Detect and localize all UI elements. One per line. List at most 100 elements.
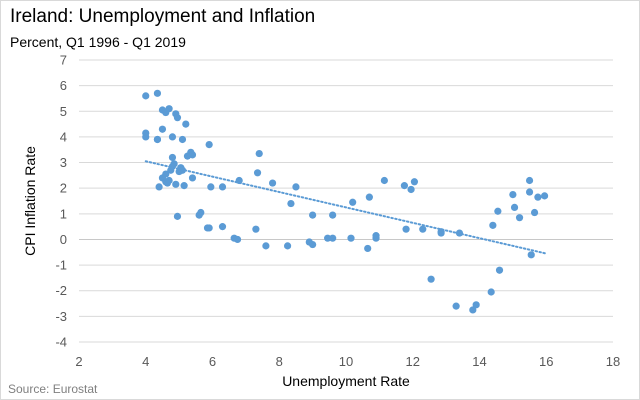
data-point [182,120,190,128]
data-point [168,153,177,162]
data-point [188,174,197,182]
trendline-layer [144,160,548,255]
data-point [180,182,188,190]
data-point [172,180,180,188]
data-point [283,242,292,250]
y-tick-label: 4 [60,129,67,144]
data-point [402,225,410,233]
data-point [329,211,337,219]
data-point [494,207,502,215]
y-tick-label: -2 [55,283,67,298]
data-point [349,198,357,206]
data-point [419,225,427,233]
data-point [158,125,167,133]
data-point [173,212,182,220]
x-tick-label: 16 [539,354,553,369]
data-point [324,234,332,242]
data-point [218,223,227,231]
data-point [153,89,162,97]
data-point [407,185,415,194]
source-note: Source: Eurostat [8,382,98,396]
data-point [495,266,504,274]
chart-subtitle: Percent, Q1 1996 - Q1 2019 [10,34,186,50]
y-tick-label: 3 [60,155,67,170]
y-tick-label: -4 [55,335,67,350]
x-tick-label: 6 [209,354,216,369]
y-tick-labels: -4 -3 -2 -1 0 1 2 3 4 5 6 7 [55,53,67,350]
data-point [309,211,317,219]
y-tick-label: 6 [60,78,67,93]
chart-title: Ireland: Unemployment and Inflation [10,6,316,27]
x-tick-label: 10 [339,354,353,369]
data-point [173,114,182,122]
x-tick-label: 2 [75,354,82,369]
y-tick-label: 5 [60,104,67,119]
data-point [530,208,539,217]
data-point [455,229,464,237]
y-axis-title: CPI Inflation Rate [22,146,38,256]
data-point [153,135,162,144]
data-point [253,169,262,177]
data-point [427,275,435,283]
data-point [287,199,295,208]
gridlines [79,59,613,343]
y-tick-label: -1 [55,258,67,273]
data-point [469,306,477,314]
data-point [292,183,300,191]
data-point [525,188,534,196]
y-tick-label: 0 [60,232,67,247]
data-point [207,183,215,191]
x-axis-title: Unemployment Rate [282,373,410,389]
data-point [155,183,163,191]
data-point [205,141,213,149]
data-point [489,221,497,229]
y-tick-label: 1 [60,206,67,221]
data-point [262,242,270,250]
data-point [410,178,419,186]
data-point [188,151,197,159]
data-point [165,105,173,113]
x-tick-label: 12 [406,354,420,369]
trendline [144,160,548,255]
x-tick-label: 4 [142,354,149,369]
data-point [347,234,355,242]
data-point [540,192,549,200]
data-point [515,214,524,222]
x-tick-labels: 2 4 6 8 10 12 14 16 18 [75,354,620,369]
data-point [534,193,542,201]
data-point [165,176,173,185]
y-tick-label: -3 [55,309,67,324]
data-point [162,170,170,178]
data-point [205,224,213,232]
data-point [235,176,243,185]
data-point [329,234,337,242]
data-point [364,244,372,253]
data-point [452,302,460,310]
data-point [218,183,227,191]
data-point [472,301,480,309]
data-point [365,193,373,201]
data-point [525,176,534,185]
data-point [487,288,495,296]
data-point [170,160,178,168]
data-points [142,89,549,314]
data-point [255,149,263,158]
data-point [309,240,317,249]
data-point [142,92,150,100]
data-point [268,179,277,187]
data-point [178,135,187,144]
data-point [372,232,380,240]
x-tick-label: 14 [472,354,486,369]
y-tick-label: 2 [60,181,67,196]
x-tick-label: 18 [606,354,620,369]
data-point [168,133,177,141]
data-point [178,166,187,174]
data-point [400,182,409,190]
data-point [437,229,445,237]
data-point [233,235,242,244]
data-point [510,203,519,212]
x-tick-label: 8 [276,354,283,369]
y-tick-label: 7 [60,53,67,68]
